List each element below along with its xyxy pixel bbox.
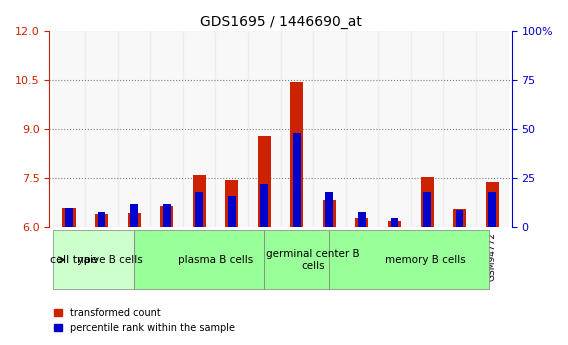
Bar	[65, 208, 73, 227]
Text: memory B cells: memory B cells	[385, 255, 466, 265]
Bar	[346, 31, 378, 227]
Bar	[163, 204, 170, 227]
Bar	[258, 136, 271, 227]
Title: GDS1695 / 1446690_at: GDS1695 / 1446690_at	[199, 15, 361, 29]
Bar	[118, 31, 151, 227]
Bar	[53, 31, 85, 227]
Bar	[290, 82, 303, 227]
Bar	[313, 31, 346, 227]
Bar	[160, 206, 173, 227]
Bar	[391, 218, 398, 227]
Bar	[281, 31, 313, 227]
Bar	[85, 31, 118, 227]
Bar	[128, 213, 141, 227]
Bar	[183, 31, 215, 227]
Bar	[420, 177, 433, 227]
Bar	[476, 31, 508, 227]
Text: naive B cells: naive B cells	[77, 255, 143, 265]
Bar	[411, 31, 443, 227]
Bar	[388, 221, 401, 227]
Text: germinal center B
cells: germinal center B cells	[266, 249, 360, 270]
Bar	[98, 212, 106, 227]
Bar	[323, 200, 336, 227]
Text: cell type: cell type	[50, 255, 98, 265]
Text: plasma B cells: plasma B cells	[178, 255, 253, 265]
Bar	[62, 208, 76, 227]
Bar	[453, 209, 466, 227]
Bar	[356, 218, 369, 227]
Bar	[293, 133, 300, 227]
Bar	[456, 210, 463, 227]
Legend: transformed count, percentile rank within the sample: transformed count, percentile rank withi…	[51, 304, 239, 337]
Bar	[195, 192, 203, 227]
Bar	[443, 31, 476, 227]
FancyBboxPatch shape	[329, 230, 489, 289]
Bar	[228, 196, 236, 227]
Bar	[260, 184, 268, 227]
Bar	[225, 180, 238, 227]
Bar	[248, 31, 281, 227]
FancyBboxPatch shape	[53, 230, 134, 289]
Bar	[423, 192, 431, 227]
Bar	[95, 214, 108, 227]
Bar	[488, 192, 496, 227]
Bar	[151, 31, 183, 227]
Bar	[130, 204, 138, 227]
Bar	[215, 31, 248, 227]
Bar	[486, 182, 499, 227]
FancyBboxPatch shape	[264, 230, 329, 289]
Bar	[358, 212, 366, 227]
Bar	[325, 192, 333, 227]
Bar	[378, 31, 411, 227]
Bar	[193, 175, 206, 227]
FancyBboxPatch shape	[134, 230, 264, 289]
